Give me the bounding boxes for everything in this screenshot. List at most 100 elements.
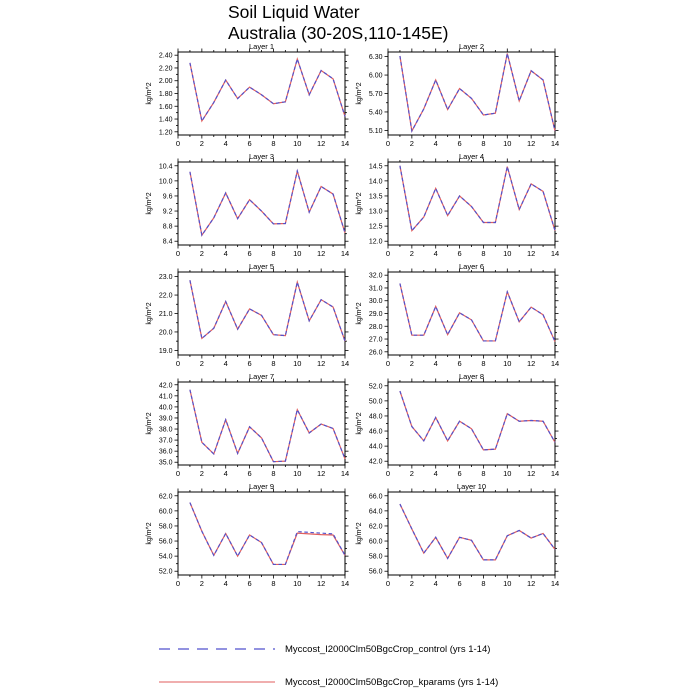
control-series-line bbox=[399, 53, 556, 133]
layer-title: Layer 4 bbox=[459, 154, 484, 161]
svg-text:10: 10 bbox=[293, 579, 301, 588]
layer-title: Layer 2 bbox=[459, 44, 484, 51]
svg-text:50.0: 50.0 bbox=[369, 398, 383, 405]
svg-text:44.0: 44.0 bbox=[369, 444, 383, 451]
svg-text:4: 4 bbox=[434, 139, 438, 148]
kparams-series-line bbox=[399, 53, 556, 133]
svg-text:14.5: 14.5 bbox=[369, 163, 383, 170]
plot-frame bbox=[387, 51, 556, 136]
svg-text:2: 2 bbox=[200, 469, 204, 478]
svg-text:4: 4 bbox=[434, 249, 438, 258]
kparams-series-line bbox=[189, 279, 346, 342]
svg-text:12.0: 12.0 bbox=[369, 239, 383, 246]
svg-text:46.0: 46.0 bbox=[369, 429, 383, 436]
axis-labels: 0 2 4 6 8 10 12 14 12.0 12.5 13.0 13.5 14.0 14.5 Layer… bbox=[356, 152, 559, 258]
svg-text:12: 12 bbox=[527, 249, 535, 258]
axis-ticks bbox=[384, 48, 559, 139]
svg-text:4: 4 bbox=[434, 469, 438, 478]
svg-text:4: 4 bbox=[224, 139, 228, 148]
layer-3-plot: 0 2 4 6 8 10 12 14 8.4 8.8 9.2 9.6 10.0 10.4 Layer 3 kg… bbox=[140, 152, 355, 264]
legend-control-dashed-line-sample bbox=[159, 648, 275, 650]
svg-text:58.0: 58.0 bbox=[159, 523, 173, 530]
svg-text:14: 14 bbox=[341, 139, 349, 148]
svg-text:0: 0 bbox=[176, 359, 180, 368]
layer-8-chart: 0 2 4 6 8 10 12 14 42.0 44.0 46.0 48.0 50.0 52.0 Layer… bbox=[356, 372, 559, 478]
svg-text:22.0: 22.0 bbox=[159, 293, 173, 300]
svg-text:13.0: 13.0 bbox=[369, 209, 383, 216]
svg-text:14: 14 bbox=[551, 359, 559, 368]
svg-text:10: 10 bbox=[293, 469, 301, 478]
layer-4-plot: 0 2 4 6 8 10 12 14 12.0 12.5 13.0 13.5 14.0 14.5 Layer… bbox=[350, 152, 565, 264]
control-series-line bbox=[399, 503, 556, 561]
layer-title: Layer 1 bbox=[249, 44, 274, 51]
svg-text:0: 0 bbox=[176, 469, 180, 478]
svg-text:6: 6 bbox=[457, 139, 461, 148]
svg-text:5.40: 5.40 bbox=[369, 109, 383, 116]
svg-text:60.0: 60.0 bbox=[159, 508, 173, 515]
svg-text:8: 8 bbox=[481, 249, 485, 258]
svg-text:6: 6 bbox=[247, 139, 251, 148]
svg-text:14: 14 bbox=[551, 249, 559, 258]
kparams-series-line bbox=[399, 165, 556, 232]
control-series-line bbox=[189, 168, 346, 237]
kparams-series-line bbox=[399, 390, 556, 451]
y-axis-unit-label: kg/m^2 bbox=[356, 412, 363, 434]
svg-text:56.0: 56.0 bbox=[369, 569, 383, 576]
svg-text:12: 12 bbox=[527, 579, 535, 588]
layer-6-chart: 0 2 4 6 8 10 12 14 26.0 27.0 28.0 29.0 30.0 31.0 32.0 L… bbox=[356, 262, 559, 368]
svg-text:26.0: 26.0 bbox=[369, 349, 383, 356]
layer-title: Layer 6 bbox=[459, 264, 484, 271]
layer-2-chart: 0 2 4 6 8 10 12 14 5.10 5.40 5.70 6.00 6.30 Layer 2 kg… bbox=[356, 42, 559, 148]
y-axis-unit-label: kg/m^2 bbox=[356, 302, 363, 324]
svg-text:58.0: 58.0 bbox=[369, 554, 383, 561]
svg-text:4: 4 bbox=[434, 579, 438, 588]
svg-text:1.80: 1.80 bbox=[159, 91, 173, 98]
kparams-series-line bbox=[399, 283, 556, 342]
layer-8-plot: 0 2 4 6 8 10 12 14 42.0 44.0 46.0 48.0 50.0 52.0 Layer… bbox=[350, 372, 565, 484]
svg-text:9.2: 9.2 bbox=[163, 209, 173, 216]
axis-labels: 0 2 4 6 8 10 12 14 56.0 58.0 60.0 62.0 64.0 66.0 Layer… bbox=[356, 482, 559, 588]
svg-text:28.0: 28.0 bbox=[369, 324, 383, 331]
svg-text:10: 10 bbox=[503, 359, 511, 368]
plot-frame bbox=[177, 271, 346, 356]
layer-title: Layer 5 bbox=[249, 264, 274, 271]
svg-text:8: 8 bbox=[271, 249, 275, 258]
svg-text:4: 4 bbox=[434, 359, 438, 368]
svg-text:6.30: 6.30 bbox=[369, 54, 383, 61]
svg-text:2: 2 bbox=[410, 249, 414, 258]
plot-frame bbox=[177, 381, 346, 466]
svg-text:35.0: 35.0 bbox=[159, 460, 173, 467]
svg-text:0: 0 bbox=[386, 359, 390, 368]
layer-2-plot: 0 2 4 6 8 10 12 14 5.10 5.40 5.70 6.00 6.30 Layer 2 kg… bbox=[350, 42, 565, 154]
svg-text:23.0: 23.0 bbox=[159, 274, 173, 281]
axis-labels: 0 2 4 6 8 10 12 14 26.0 27.0 28.0 29.0 30.0 31.0 32.0 L… bbox=[356, 262, 559, 368]
layer-title: Layer 7 bbox=[249, 374, 274, 381]
y-axis-unit-label: kg/m^2 bbox=[356, 192, 363, 214]
svg-text:1.40: 1.40 bbox=[159, 117, 173, 124]
layer-title: Layer 9 bbox=[249, 484, 274, 491]
control-series-line bbox=[399, 390, 556, 451]
svg-text:6: 6 bbox=[247, 359, 251, 368]
legend-kparams-solid-line-sample bbox=[159, 681, 275, 683]
axis-ticks bbox=[174, 268, 349, 359]
svg-text:14: 14 bbox=[341, 579, 349, 588]
axis-ticks bbox=[174, 378, 349, 469]
svg-text:36.0: 36.0 bbox=[159, 449, 173, 456]
svg-text:14: 14 bbox=[341, 359, 349, 368]
layer-3-chart: 0 2 4 6 8 10 12 14 8.4 8.8 9.2 9.6 10.0 10.4 Layer 3 kg… bbox=[146, 152, 349, 258]
svg-text:8: 8 bbox=[481, 579, 485, 588]
svg-text:38.0: 38.0 bbox=[159, 427, 173, 434]
svg-text:40.0: 40.0 bbox=[159, 404, 173, 411]
svg-text:14: 14 bbox=[551, 469, 559, 478]
svg-text:2.40: 2.40 bbox=[159, 53, 173, 60]
svg-text:12: 12 bbox=[527, 469, 535, 478]
svg-text:19.0: 19.0 bbox=[159, 348, 173, 355]
svg-text:56.0: 56.0 bbox=[159, 539, 173, 546]
svg-text:66.0: 66.0 bbox=[369, 493, 383, 500]
svg-text:4: 4 bbox=[224, 579, 228, 588]
axis-ticks bbox=[174, 488, 349, 579]
axis-ticks bbox=[174, 158, 349, 249]
y-axis-unit-label: kg/m^2 bbox=[146, 522, 153, 544]
axis-ticks bbox=[384, 268, 559, 359]
